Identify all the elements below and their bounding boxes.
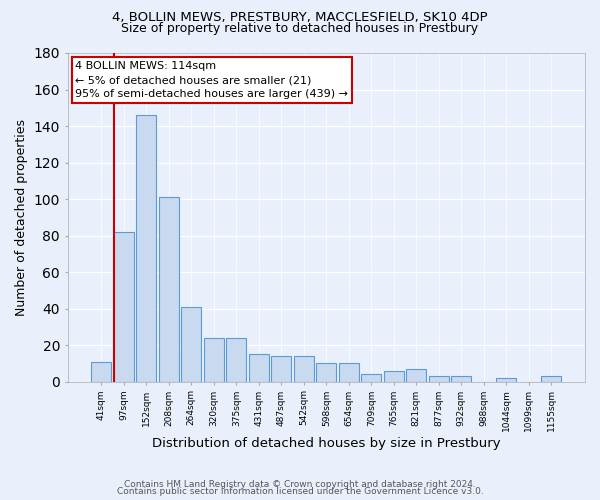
Bar: [541, 376, 562, 382]
Bar: [249, 354, 269, 382]
Text: Size of property relative to detached houses in Prestbury: Size of property relative to detached ho…: [121, 22, 479, 35]
Bar: [406, 369, 427, 382]
Bar: [429, 376, 449, 382]
Bar: [339, 364, 359, 382]
Text: 4 BOLLIN MEWS: 114sqm
← 5% of detached houses are smaller (21)
95% of semi-detac: 4 BOLLIN MEWS: 114sqm ← 5% of detached h…: [76, 61, 349, 99]
Bar: [496, 378, 517, 382]
Bar: [361, 374, 382, 382]
Y-axis label: Number of detached properties: Number of detached properties: [15, 119, 28, 316]
Bar: [316, 364, 337, 382]
Bar: [451, 376, 472, 382]
Bar: [91, 362, 112, 382]
Text: 4, BOLLIN MEWS, PRESTBURY, MACCLESFIELD, SK10 4DP: 4, BOLLIN MEWS, PRESTBURY, MACCLESFIELD,…: [112, 12, 488, 24]
Text: Contains public sector information licensed under the Government Licence v3.0.: Contains public sector information licen…: [116, 488, 484, 496]
Bar: [159, 198, 179, 382]
Bar: [226, 338, 247, 382]
Text: Contains HM Land Registry data © Crown copyright and database right 2024.: Contains HM Land Registry data © Crown c…: [124, 480, 476, 489]
Bar: [271, 356, 292, 382]
Bar: [204, 338, 224, 382]
Bar: [294, 356, 314, 382]
Bar: [136, 115, 157, 382]
Bar: [114, 232, 134, 382]
X-axis label: Distribution of detached houses by size in Prestbury: Distribution of detached houses by size …: [152, 437, 500, 450]
Bar: [181, 307, 202, 382]
Bar: [384, 370, 404, 382]
